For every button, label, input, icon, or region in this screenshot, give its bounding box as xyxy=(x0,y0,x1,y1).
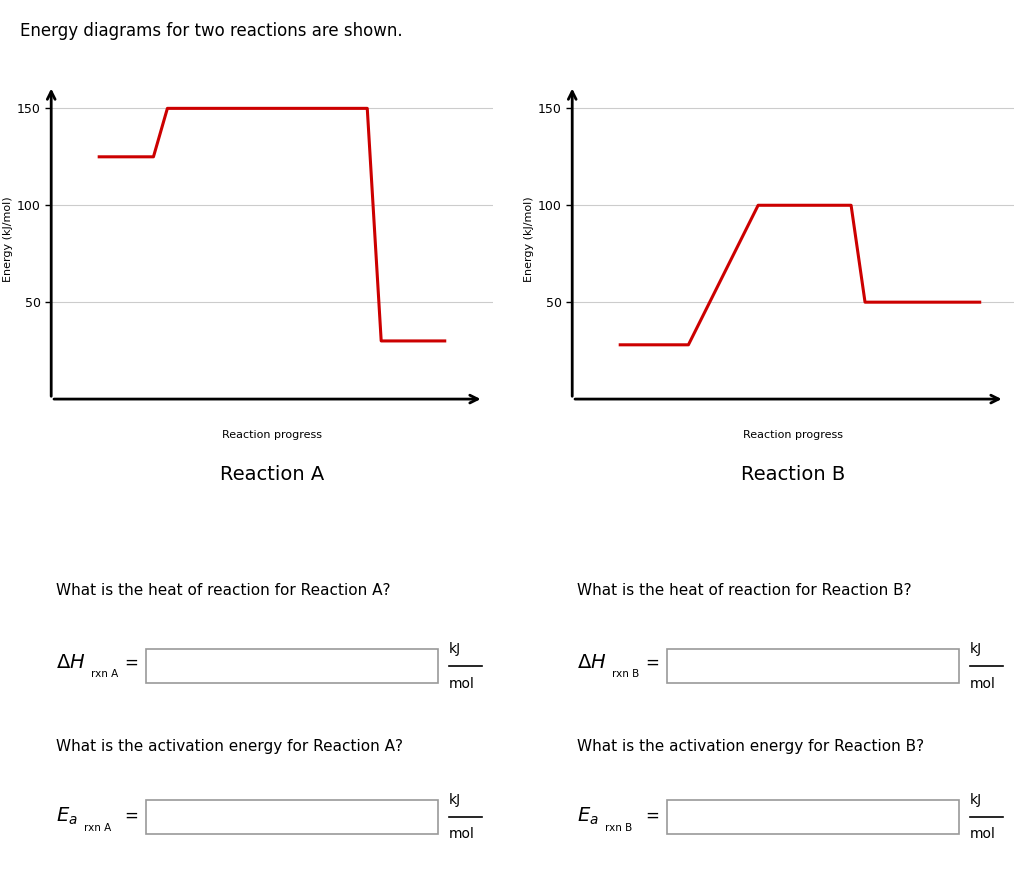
Y-axis label: Energy (kJ/mol): Energy (kJ/mol) xyxy=(3,196,12,282)
Text: rxn B: rxn B xyxy=(612,670,639,679)
Text: What is the activation energy for Reaction A?: What is the activation energy for Reacti… xyxy=(55,739,402,754)
Text: =: = xyxy=(645,654,659,671)
Text: $E_a$: $E_a$ xyxy=(577,805,598,826)
Y-axis label: Energy (kJ/mol): Energy (kJ/mol) xyxy=(523,196,534,282)
Text: =: = xyxy=(124,807,138,825)
Text: =: = xyxy=(124,654,138,671)
Text: What is the heat of reaction for Reaction B?: What is the heat of reaction for Reactio… xyxy=(577,583,911,598)
Bar xyxy=(146,649,437,684)
Text: Energy diagrams for two reactions are shown.: Energy diagrams for two reactions are sh… xyxy=(20,22,403,40)
Text: =: = xyxy=(645,807,659,825)
Bar xyxy=(668,649,958,684)
Text: $E_a$: $E_a$ xyxy=(55,805,78,826)
Text: Reaction A: Reaction A xyxy=(220,465,324,485)
Text: What is the activation energy for Reaction B?: What is the activation energy for Reacti… xyxy=(577,739,924,754)
Bar xyxy=(146,800,437,833)
Text: Reaction progress: Reaction progress xyxy=(743,430,843,440)
Text: kJ: kJ xyxy=(449,642,461,656)
Text: kJ: kJ xyxy=(449,793,461,807)
Text: Reaction progress: Reaction progress xyxy=(222,430,322,440)
Text: kJ: kJ xyxy=(970,642,982,656)
Text: kJ: kJ xyxy=(970,793,982,807)
Bar xyxy=(668,800,958,833)
Text: Reaction B: Reaction B xyxy=(741,465,845,485)
Text: rxn A: rxn A xyxy=(91,670,118,679)
Text: mol: mol xyxy=(449,827,474,841)
Text: What is the heat of reaction for Reaction A?: What is the heat of reaction for Reactio… xyxy=(55,583,390,598)
Text: mol: mol xyxy=(970,677,995,691)
Text: rxn B: rxn B xyxy=(605,823,633,833)
Text: mol: mol xyxy=(970,827,995,841)
Text: _________: _________ xyxy=(87,36,151,50)
Text: $\Delta H$: $\Delta H$ xyxy=(55,653,85,672)
Text: rxn A: rxn A xyxy=(84,823,112,833)
Text: mol: mol xyxy=(449,677,474,691)
Text: $\Delta H$: $\Delta H$ xyxy=(577,653,606,672)
